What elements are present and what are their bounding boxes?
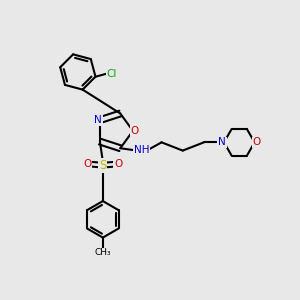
Text: CH₃: CH₃	[94, 248, 111, 257]
Text: N: N	[218, 137, 226, 147]
Text: O: O	[114, 159, 122, 169]
Text: O: O	[83, 159, 92, 169]
Text: N: N	[94, 115, 102, 125]
Text: S: S	[99, 159, 106, 172]
Text: Cl: Cl	[106, 69, 117, 79]
Text: O: O	[253, 137, 261, 147]
Text: NH: NH	[134, 145, 150, 155]
Text: O: O	[131, 126, 139, 136]
